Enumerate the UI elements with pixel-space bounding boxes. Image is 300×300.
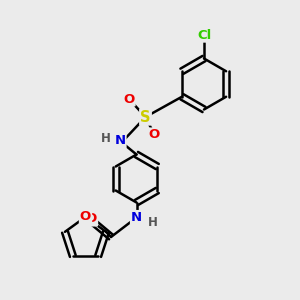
Text: N: N [131,211,142,224]
Text: S: S [140,110,151,124]
Text: H: H [148,215,158,229]
Text: N: N [114,134,126,148]
Text: Cl: Cl [197,28,211,42]
Text: O: O [123,92,135,106]
Text: O: O [86,212,97,226]
Text: O: O [80,210,91,224]
Text: O: O [149,128,160,142]
Text: H: H [101,131,110,145]
